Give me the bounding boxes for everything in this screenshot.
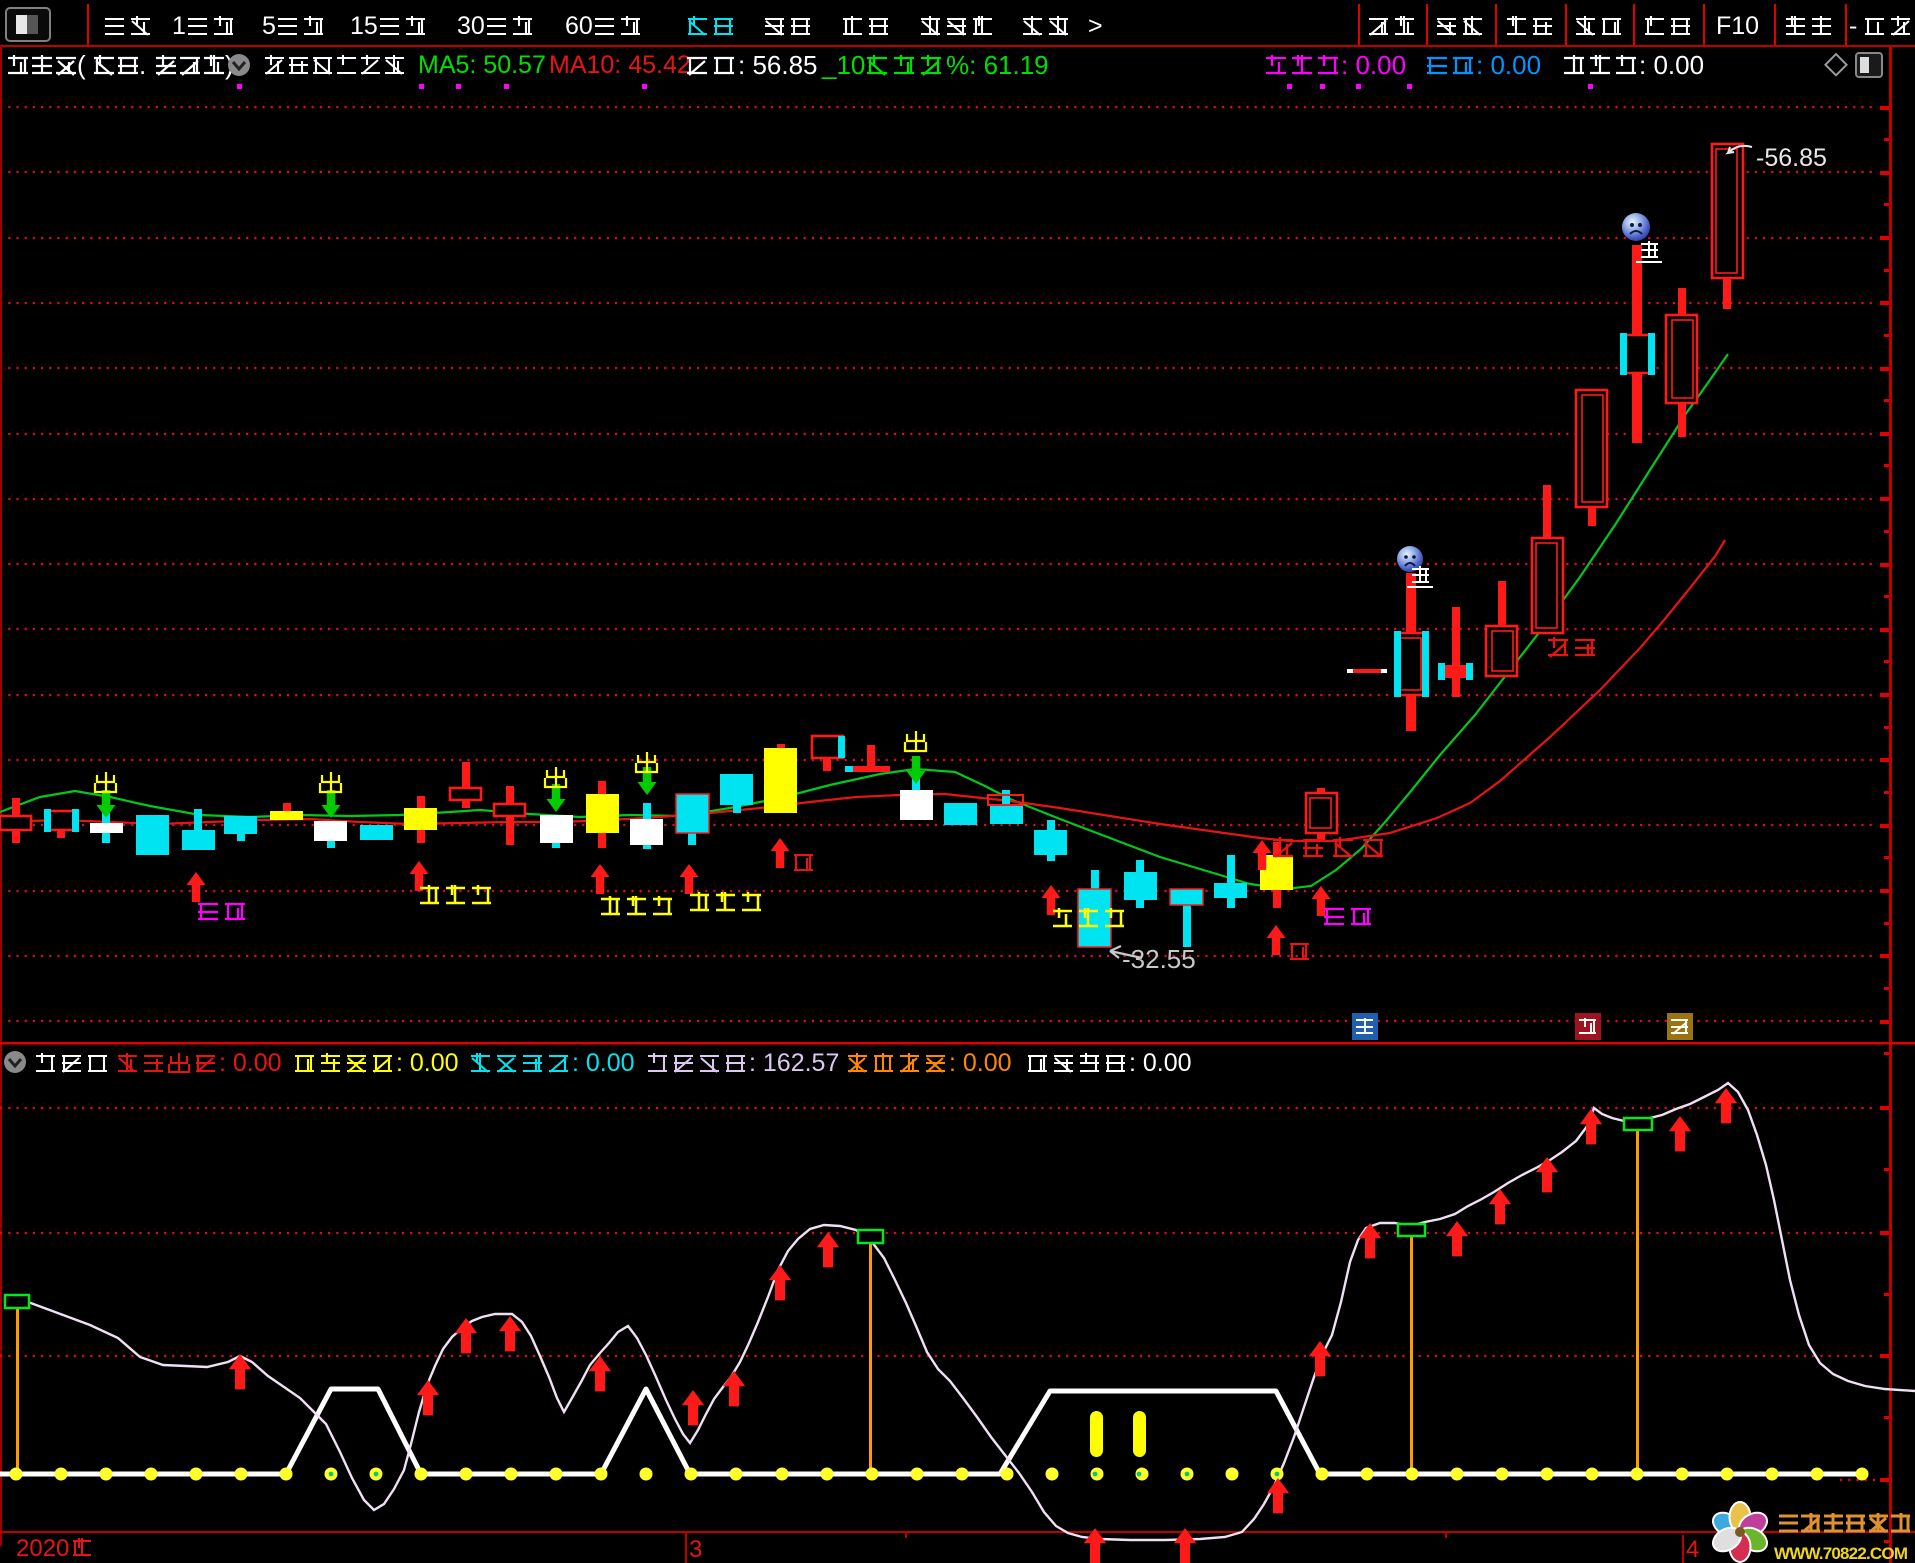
- svg-text:-: -: [1849, 12, 1857, 40]
- svg-text:(: (: [77, 50, 86, 80]
- svg-text:30: 30: [457, 12, 485, 40]
- svg-text:2020: 2020: [16, 1535, 69, 1562]
- svg-text:5: 5: [262, 12, 276, 40]
- svg-text:3: 3: [689, 1536, 702, 1563]
- svg-text:60: 60: [565, 12, 593, 40]
- svg-text:1: 1: [172, 12, 186, 40]
- svg-text:>: >: [1088, 12, 1103, 40]
- svg-text:-32.55: -32.55: [1122, 944, 1196, 974]
- svg-text:4: 4: [1686, 1536, 1699, 1563]
- svg-text:: 0.00: : 0.00: [572, 1049, 635, 1077]
- svg-text:: 0.00: : 0.00: [396, 1049, 459, 1077]
- svg-text:.: .: [139, 50, 146, 80]
- svg-text:_10: _10: [821, 50, 865, 80]
- svg-text:15: 15: [350, 12, 378, 40]
- svg-text:F10: F10: [1716, 12, 1759, 40]
- svg-text:: 0.00: : 0.00: [219, 1049, 282, 1077]
- svg-text:WWW.70822.COM: WWW.70822.COM: [1774, 1544, 1908, 1563]
- svg-text:%: 61.19: %: 61.19: [946, 50, 1049, 80]
- svg-text:-56.85: -56.85: [1756, 144, 1827, 172]
- svg-text:: 0.00: : 0.00: [1476, 50, 1541, 80]
- svg-text:: 0.00: : 0.00: [1341, 50, 1406, 80]
- svg-text:MA5: 50.57: MA5: 50.57: [418, 51, 546, 79]
- svg-text:: 0.00: : 0.00: [1639, 50, 1704, 80]
- svg-text:: 162.57: : 162.57: [749, 1049, 839, 1077]
- svg-text:: 0.00: : 0.00: [1129, 1049, 1192, 1077]
- svg-text:: 0.00: : 0.00: [949, 1049, 1012, 1077]
- svg-text:: 56.85: : 56.85: [738, 50, 818, 80]
- svg-text:MA10: 45.42: MA10: 45.42: [549, 51, 691, 79]
